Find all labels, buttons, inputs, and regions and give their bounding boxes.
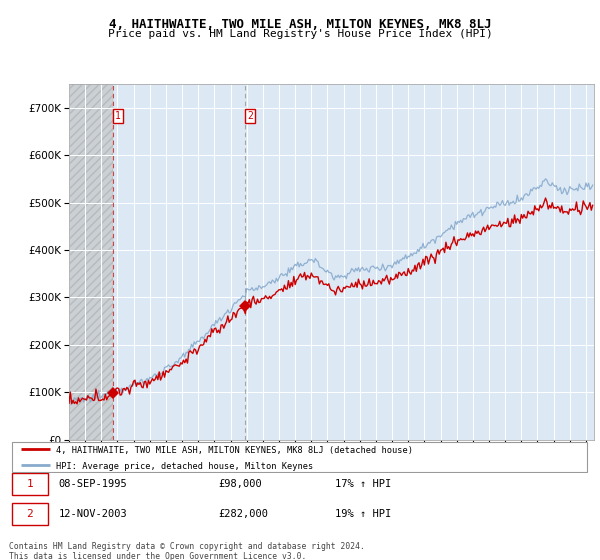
Bar [69,84,113,440]
Text: Contains HM Land Registry data © Crown copyright and database right 2024.
This d: Contains HM Land Registry data © Crown c… [9,542,365,560]
Text: 08-SEP-1995: 08-SEP-1995 [58,479,127,489]
Text: 2: 2 [26,509,34,519]
Text: Price paid vs. HM Land Registry's House Price Index (HPI): Price paid vs. HM Land Registry's House … [107,29,493,39]
Text: 12-NOV-2003: 12-NOV-2003 [58,509,127,519]
Text: 1: 1 [115,111,121,121]
Text: HPI: Average price, detached house, Milton Keynes: HPI: Average price, detached house, Milt… [56,461,313,470]
FancyBboxPatch shape [12,503,48,525]
Text: £98,000: £98,000 [218,479,262,489]
Text: £282,000: £282,000 [218,509,269,519]
Text: 4, HAITHWAITE, TWO MILE ASH, MILTON KEYNES, MK8 8LJ (detached house): 4, HAITHWAITE, TWO MILE ASH, MILTON KEYN… [56,446,413,455]
Text: 4, HAITHWAITE, TWO MILE ASH, MILTON KEYNES, MK8 8LJ: 4, HAITHWAITE, TWO MILE ASH, MILTON KEYN… [109,18,491,31]
Text: 2: 2 [247,111,253,121]
FancyBboxPatch shape [12,442,587,472]
Text: 1: 1 [26,479,34,489]
Text: 17% ↑ HPI: 17% ↑ HPI [335,479,391,489]
Text: 19% ↑ HPI: 19% ↑ HPI [335,509,391,519]
FancyBboxPatch shape [12,473,48,495]
